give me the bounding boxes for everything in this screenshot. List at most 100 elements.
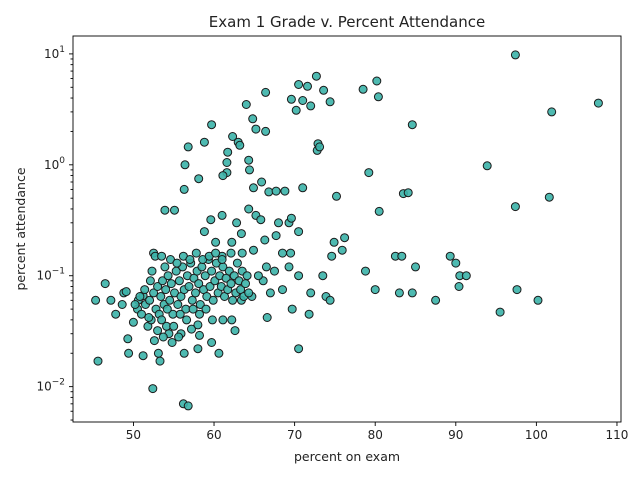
data-point bbox=[306, 101, 316, 111]
data-point bbox=[327, 251, 337, 261]
data-point bbox=[232, 218, 242, 228]
data-point bbox=[249, 183, 258, 193]
data-point bbox=[253, 271, 263, 281]
data-point bbox=[278, 248, 287, 258]
data-point bbox=[454, 282, 464, 291]
data-point bbox=[106, 295, 116, 305]
data-point bbox=[200, 271, 210, 281]
data-point bbox=[166, 279, 176, 289]
data-point bbox=[337, 245, 347, 255]
data-point bbox=[286, 213, 296, 223]
data-point bbox=[370, 285, 380, 295]
data-point bbox=[325, 97, 335, 107]
data-point bbox=[195, 300, 205, 309]
data-point bbox=[227, 315, 237, 325]
data-point bbox=[123, 334, 133, 344]
data-point bbox=[372, 76, 382, 86]
data-point bbox=[261, 262, 271, 272]
data-point bbox=[91, 295, 101, 305]
y-tick-label: 100 bbox=[44, 156, 65, 172]
data-point bbox=[274, 218, 283, 228]
data-point bbox=[451, 258, 461, 268]
data-point bbox=[128, 317, 138, 327]
data-point bbox=[319, 85, 329, 95]
data-point bbox=[153, 282, 163, 291]
data-point bbox=[364, 168, 374, 178]
data-point bbox=[93, 356, 103, 366]
data-point bbox=[149, 336, 159, 346]
data-point bbox=[193, 320, 203, 330]
data-point bbox=[184, 282, 194, 291]
data-point bbox=[162, 304, 172, 314]
data-point bbox=[298, 96, 308, 105]
data-point bbox=[237, 248, 247, 258]
data-point bbox=[261, 87, 271, 97]
data-point bbox=[217, 210, 227, 220]
data-point bbox=[191, 288, 200, 298]
data-point bbox=[227, 237, 237, 247]
data-point bbox=[147, 266, 157, 276]
data-point bbox=[174, 276, 184, 286]
data-point bbox=[294, 80, 304, 89]
data-point bbox=[271, 231, 281, 241]
data-point bbox=[218, 171, 228, 181]
data-point bbox=[270, 266, 279, 276]
data-point bbox=[547, 107, 557, 117]
x-tick-label: 70 bbox=[287, 428, 302, 442]
data-point bbox=[161, 285, 171, 295]
data-point bbox=[194, 174, 204, 184]
data-point bbox=[173, 300, 183, 309]
data-point bbox=[145, 295, 155, 305]
data-point bbox=[287, 304, 297, 314]
data-point bbox=[180, 160, 190, 170]
data-point bbox=[361, 266, 370, 276]
data-point bbox=[207, 120, 217, 130]
x-tick-label: 50 bbox=[126, 428, 141, 442]
data-point bbox=[153, 348, 163, 358]
data-point bbox=[228, 295, 238, 305]
data-point bbox=[155, 356, 165, 366]
data-point bbox=[294, 344, 304, 354]
data-point bbox=[149, 288, 159, 298]
data-point bbox=[223, 147, 233, 157]
data-point bbox=[195, 330, 204, 340]
data-point bbox=[199, 137, 209, 147]
data-point bbox=[218, 315, 228, 325]
data-point bbox=[226, 279, 236, 289]
data-point bbox=[179, 348, 189, 358]
data-point bbox=[197, 262, 207, 272]
data-point bbox=[179, 184, 189, 194]
data-point bbox=[303, 81, 312, 91]
data-point bbox=[294, 271, 304, 281]
data-point bbox=[374, 206, 384, 216]
x-tick-label: 60 bbox=[206, 428, 221, 442]
data-point bbox=[170, 205, 179, 215]
data-point bbox=[138, 351, 148, 361]
data-point bbox=[230, 326, 240, 336]
data-point bbox=[145, 276, 155, 286]
data-point bbox=[236, 229, 246, 239]
data-point bbox=[461, 271, 471, 281]
data-point bbox=[304, 309, 314, 319]
data-point bbox=[495, 307, 505, 317]
data-point bbox=[311, 71, 321, 81]
data-point bbox=[332, 191, 341, 201]
data-point bbox=[593, 98, 603, 108]
data-point bbox=[135, 292, 145, 301]
data-point bbox=[207, 266, 217, 276]
data-point bbox=[160, 205, 170, 215]
y-tick-label: 101 bbox=[44, 45, 65, 61]
data-point bbox=[144, 313, 154, 322]
data-point bbox=[286, 94, 296, 104]
data-point bbox=[187, 324, 196, 334]
data-point bbox=[284, 262, 294, 272]
data-point bbox=[201, 304, 211, 314]
data-point bbox=[191, 248, 201, 258]
data-point bbox=[169, 321, 179, 331]
data-point bbox=[286, 248, 296, 258]
data-point bbox=[207, 315, 217, 325]
data-point bbox=[251, 124, 261, 134]
data-point bbox=[195, 309, 204, 319]
data-point bbox=[235, 140, 245, 150]
data-point bbox=[512, 285, 522, 295]
